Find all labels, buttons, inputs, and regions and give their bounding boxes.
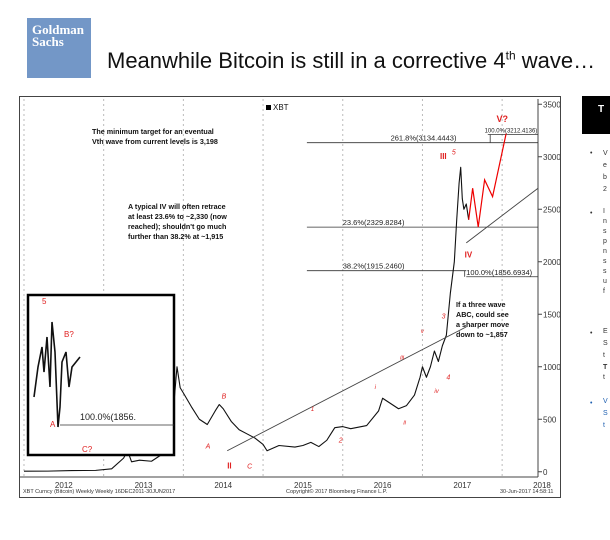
- inset-wave-label: 5: [42, 297, 47, 306]
- footer-right: 30-Jun-2017 14:58:11: [500, 489, 553, 495]
- x-tick-label: 2016: [374, 481, 392, 490]
- right-panel-fragment: t: [603, 352, 605, 359]
- wave-label: B: [222, 393, 227, 400]
- chart-frame: 2012 2013 2014 2015 2016 2017 2018 0 500 1000 1500…: [19, 96, 561, 498]
- title-main: Meanwhile Bitcoin is still in a correcti…: [107, 48, 506, 73]
- y-tick-label: 500: [543, 415, 557, 424]
- wave-label: 4: [446, 374, 450, 381]
- slide-title: Meanwhile Bitcoin is still in a correcti…: [107, 48, 595, 74]
- right-panel-fragment: n: [603, 248, 607, 255]
- x-tick-label: 2012: [55, 481, 73, 490]
- fib-level-label: 23.6%(2329.8284): [343, 218, 405, 227]
- trend-line-lower: [226, 326, 467, 452]
- right-panel-fragment: 2: [603, 186, 607, 193]
- right-panel-fragment: V: [603, 398, 608, 405]
- annotation-text: down to ~1,857: [456, 330, 508, 339]
- right-panel-fragment: E: [603, 328, 608, 335]
- annotation-text: a sharper move: [456, 320, 509, 329]
- bitcoin-chart: 2012 2013 2014 2015 2016 2017 2018 0 500 1000 1500…: [20, 99, 561, 495]
- wave-label: 1: [311, 407, 314, 413]
- y-tick-label: 1500: [543, 310, 560, 319]
- right-panel-fragment: e: [603, 162, 607, 169]
- footer-left: XBT Curncy (Bitcoin) Weekly Weekly 16DEC…: [23, 489, 175, 495]
- right-panel-fragment: s: [603, 268, 607, 275]
- wave-label: II: [227, 462, 231, 471]
- inset-wave-label: A: [50, 420, 56, 429]
- annotation-text: A typical IV will often retrace: [128, 202, 226, 211]
- wave-label: C: [247, 464, 253, 471]
- wave-label: 3: [442, 313, 446, 320]
- wave-label: IV: [465, 251, 473, 260]
- right-panel-fragment: n: [603, 218, 607, 225]
- fib-level-label: 261.8%(3134.4443): [391, 134, 457, 143]
- y-tick-label: 3500: [543, 100, 560, 109]
- wave-label: iv: [434, 389, 439, 395]
- right-panel-bullet: •: [590, 330, 593, 337]
- right-panel-fragment: s: [603, 228, 607, 235]
- logo-line-2: Sachs: [32, 34, 64, 49]
- right-panel-bullet: •: [590, 150, 593, 157]
- right-panel-fragment: S: [603, 410, 608, 417]
- y-tick-label: 3000: [543, 153, 560, 162]
- right-panel-fragment: t: [603, 374, 605, 381]
- wave-label: A: [205, 444, 211, 451]
- x-tick-label: 2017: [453, 481, 471, 490]
- annotation-text: reached); shouldn't go much: [128, 222, 226, 231]
- y-tick-label: 1000: [543, 363, 560, 372]
- right-panel-fragment: T: [603, 364, 608, 371]
- annotation-text: The minimum target for an eventual: [92, 127, 214, 136]
- wave-label: v: [421, 329, 425, 335]
- legend-label: XBT: [273, 103, 289, 112]
- wave-label: 2: [338, 437, 343, 444]
- right-panel-header: T: [582, 96, 610, 134]
- x-tick-label: 2013: [135, 481, 153, 490]
- annotation-text: further than 38.2% at ~1,915: [128, 232, 223, 241]
- right-panel-fragment: V: [603, 150, 608, 157]
- title-end: wave…: [515, 48, 596, 73]
- goldman-sachs-logo: Goldman Sachs: [27, 18, 91, 78]
- y-tick-label: 2500: [543, 205, 560, 214]
- wave-label: i: [375, 385, 377, 391]
- inset-box: [26, 293, 176, 457]
- right-panel-fragment: u: [603, 278, 607, 285]
- logo-line-1: Goldman: [32, 22, 85, 37]
- right-panel-fragment: I: [603, 208, 605, 215]
- trend-line-upper: [466, 187, 539, 244]
- right-panel-fragment: s: [603, 258, 607, 265]
- right-panel-fragment: b: [603, 174, 607, 181]
- right-panel-fragment: S: [603, 340, 608, 347]
- y-tick-label: 0: [543, 468, 548, 477]
- title-superscript: th: [505, 48, 516, 63]
- fib-level-label: 100.0%(3212.4136): [485, 128, 538, 134]
- wave-label: V?: [497, 114, 509, 124]
- annotation-text: ABC, could see: [456, 310, 509, 319]
- right-panel-fragment: f: [603, 288, 605, 295]
- right-panel-bullet: •: [590, 400, 593, 407]
- x-tick-label: 2018: [533, 481, 551, 490]
- inset-fib-label: 100.0%(1856.: [80, 412, 136, 422]
- x-tick-label: 2014: [214, 481, 232, 490]
- wave-label: 5: [452, 150, 456, 157]
- wave-label: ii: [403, 421, 406, 427]
- y-tick-label: 2000: [543, 258, 560, 267]
- legend-swatch: [266, 105, 271, 110]
- annotation-text: If a three wave: [456, 300, 506, 309]
- wave-label: iii: [400, 355, 405, 361]
- right-panel-fragment: t: [603, 422, 605, 429]
- fib-level-label: 100.0%(1856.6934): [466, 268, 532, 277]
- inset-wave-label: C?: [82, 445, 93, 454]
- right-panel-bullet: •: [590, 210, 593, 217]
- right-panel-fragment: p: [603, 238, 607, 245]
- projection-line: [468, 133, 507, 228]
- fib-level-label: 38.2%(1915.2460): [343, 262, 405, 271]
- inset-price-line: [33, 321, 81, 428]
- annotation-text: Vth wave from current levels is 3,198: [92, 137, 218, 146]
- x-tick-label: 2015: [294, 481, 312, 490]
- inset-wave-label: B?: [64, 330, 74, 339]
- footer-mid: Copyright© 2017 Bloomberg Finance L.P.: [286, 488, 388, 495]
- wave-label: III: [440, 152, 447, 161]
- annotation-text: at least 23.6% to ~2,330 (now: [128, 212, 227, 221]
